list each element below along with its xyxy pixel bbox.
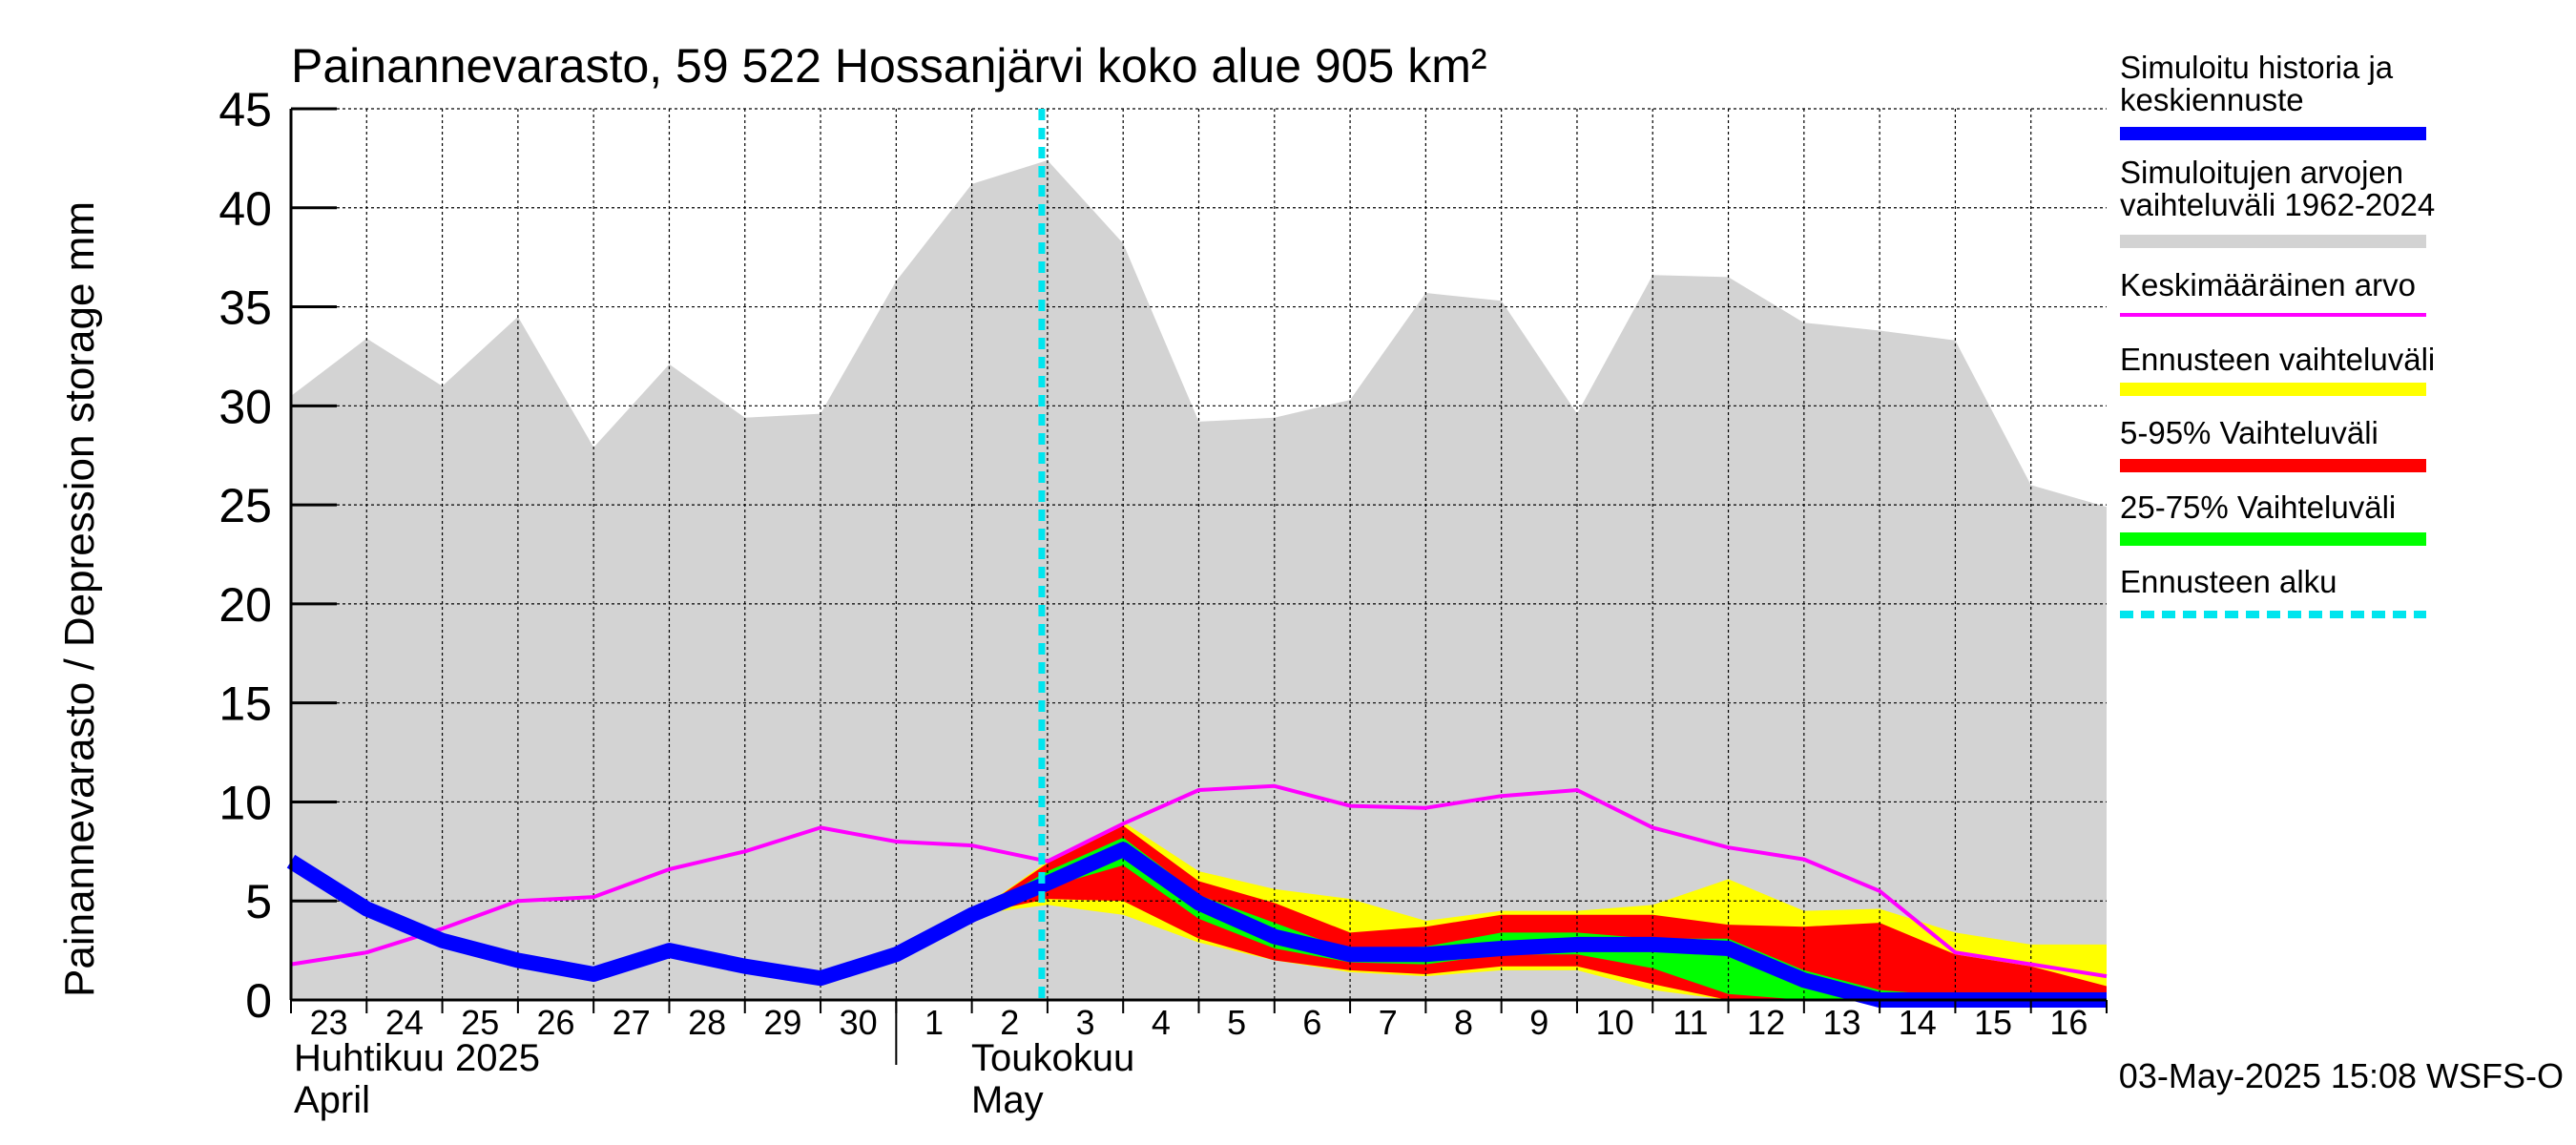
x-tick-label: 29 [763, 1003, 801, 1042]
y-tick-label: 15 [218, 677, 272, 731]
line-simuloitu-historia-ja-keskiennuste [286, 842, 2107, 1008]
chart-lines [286, 109, 2108, 1008]
y-tick-label: 25 [218, 479, 272, 532]
y-tick-label: 0 [245, 974, 272, 1028]
x-tick-label: 2 [1000, 1003, 1019, 1042]
y-axis-label: Painannevarasto / Depression storage mm [56, 201, 103, 997]
x-tick-label: 30 [840, 1003, 878, 1042]
month-label-april-line1: Huhtikuu 2025 [294, 1037, 540, 1079]
x-tick-label: 28 [688, 1003, 726, 1042]
legend-label-line2: vaihteluväli 1962-2024 [2120, 187, 2435, 222]
x-tick-label: 23 [310, 1003, 348, 1042]
y-tick-label: 20 [218, 578, 272, 632]
line-keskim-r-inen-arvo [290, 783, 2108, 979]
x-tick-label: 16 [2049, 1003, 2088, 1042]
x-tick-label: 8 [1454, 1003, 1473, 1042]
month-label-april-line2: April [294, 1079, 370, 1121]
legend-label: 25-75% Vaihteluväli [2120, 489, 2396, 525]
legend-label-line2: keskiennuste [2120, 82, 2304, 117]
y-tick-label: 40 [218, 182, 272, 236]
x-tick-label: 14 [1899, 1003, 1937, 1042]
x-tick-label: 24 [385, 1003, 424, 1042]
x-tick-label: 4 [1152, 1003, 1171, 1042]
x-tick-label: 1 [924, 1003, 944, 1042]
x-tick-label: 27 [613, 1003, 651, 1042]
month-label-may-line2: May [971, 1079, 1044, 1121]
x-tick-label: 9 [1529, 1003, 1548, 1042]
chart-title: Painannevarasto, 59 522 Hossanjärvi koko… [291, 39, 1487, 93]
x-tick-label: 15 [1974, 1003, 2012, 1042]
band-5-95-vaihteluv-li [971, 825, 2107, 1000]
x-tick-label: 13 [1822, 1003, 1860, 1042]
legend-label: Keskimääräinen arvo [2120, 267, 2416, 302]
x-tick-label: 10 [1596, 1003, 1634, 1042]
x-tick-label: 11 [1672, 1003, 1708, 1042]
legend-label: Simuloitu historia ja [2120, 50, 2394, 85]
x-tick-label: 26 [536, 1003, 574, 1042]
y-tick-label: 45 [218, 83, 272, 136]
y-tick-label: 5 [245, 875, 272, 928]
month-label-may-line1: Toukokuu [971, 1037, 1134, 1079]
x-tick-label: 12 [1747, 1003, 1785, 1042]
legend-label: Simuloitujen arvojen [2120, 155, 2403, 190]
legend-label: Ennusteen vaihteluväli [2120, 342, 2435, 377]
footer-timestamp: 03-May-2025 15:08 WSFS-O [2119, 1056, 2564, 1095]
chart-grid [291, 108, 2107, 1000]
y-tick-label: 35 [218, 281, 272, 335]
legend-label: Ennusteen alku [2120, 564, 2337, 599]
y-tick-label: 10 [218, 776, 272, 829]
x-tick-label: 25 [461, 1003, 499, 1042]
x-tick-label: 5 [1227, 1003, 1246, 1042]
legend-label: 5-95% Vaihteluväli [2120, 415, 2379, 450]
x-tick-label: 7 [1379, 1003, 1398, 1042]
y-tick-label: 30 [218, 380, 272, 433]
x-tick-label: 6 [1302, 1003, 1321, 1042]
x-tick-label: 3 [1076, 1003, 1095, 1042]
